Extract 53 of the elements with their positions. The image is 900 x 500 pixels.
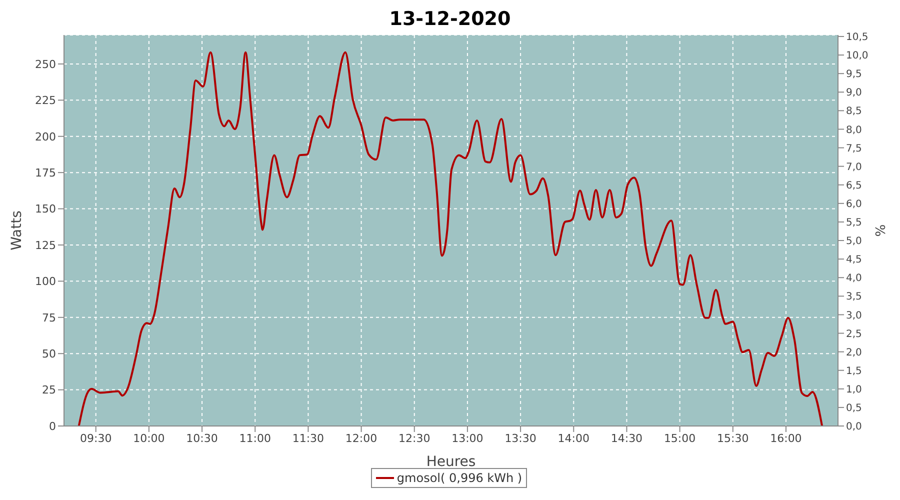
x-tick-label: 10:00	[133, 432, 165, 445]
x-tick-label: 14:30	[610, 432, 643, 445]
x-tick-label: 14:00	[558, 432, 590, 445]
y-tick-label: 175	[35, 166, 56, 180]
y-tick-label: 200	[35, 130, 56, 144]
x-tick-label: 12:00	[345, 432, 378, 445]
y-tick-label: 50	[42, 348, 56, 360]
y2-tick-label: 1,0	[846, 384, 862, 396]
y2-tick-label: 6,5	[846, 180, 862, 192]
y2-tick-label: 10,0	[846, 50, 868, 62]
y-tick-label: 0	[49, 420, 56, 433]
y2-tick-label: 2,0	[846, 347, 862, 358]
x-tick-label: 13:30	[504, 432, 536, 445]
x-tick-label: 11:00	[239, 432, 271, 445]
line-series	[78, 51, 824, 426]
x-tick-label: 15:30	[717, 432, 749, 445]
y2-tick-label: 2,5	[846, 328, 862, 340]
y-tick-label: 225	[35, 94, 56, 108]
y2-tick-label: 5,0	[846, 236, 862, 248]
x-axis-title: Heures	[426, 454, 476, 470]
x-tick-label: 16:00	[770, 432, 802, 445]
y2-tick-label: 8,5	[846, 106, 862, 118]
y2-tick-label: 4,5	[846, 254, 862, 266]
y2-axis-title: %	[871, 224, 886, 237]
y2-tick-label: 9,5	[846, 69, 862, 80]
y2-tick-label: 9,0	[846, 88, 862, 99]
chart-title: 13-12-2020	[388, 8, 512, 32]
x-tick-label: 15:00	[664, 432, 696, 445]
y-tick-label: 250	[35, 58, 56, 71]
y2-tick-label: 8,0	[846, 124, 862, 136]
y2-tick-label: 7,5	[846, 143, 862, 154]
y2-tick-label: 3,0	[846, 310, 862, 322]
y-tick-label: 150	[35, 202, 56, 216]
y-tick-label: 100	[35, 275, 56, 288]
y2-tick-label: 1,5	[846, 366, 862, 377]
x-tick-label: 11:30	[292, 432, 324, 445]
x-tick-label: 09:30	[80, 432, 112, 445]
y2-tick-label: 3,5	[846, 292, 862, 303]
y2-tick-label: 7,0	[846, 162, 862, 173]
y2-tick-label: 6,0	[846, 198, 862, 210]
y2-tick-label: 5,5	[846, 218, 862, 229]
y2-tick-label: 0,0	[846, 422, 862, 433]
legend-label: gmosol( 0,996 kWh )	[396, 471, 522, 485]
y-tick-label: 75	[42, 311, 56, 324]
y-tick-label: 125	[35, 238, 56, 252]
x-tick-label: 12:30	[398, 432, 430, 445]
y-axis-title: Watts	[8, 210, 25, 250]
x-tick-label: 13:00	[452, 432, 484, 445]
y2-tick-label: 0,5	[846, 403, 862, 414]
y2-tick-label: 10,5	[846, 32, 868, 44]
y2-tick-label: 4,0	[846, 273, 862, 284]
y-tick-label: 25	[42, 384, 56, 397]
x-tick-label: 10:30	[186, 432, 218, 445]
